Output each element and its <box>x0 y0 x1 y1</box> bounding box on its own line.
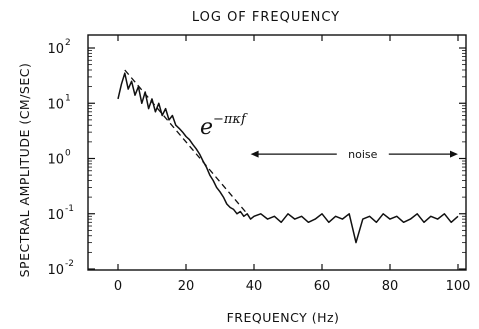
equation-base: e <box>200 115 213 140</box>
y-axis-label: SPECTRAL AMPLITUDE (CM/SEC) <box>17 63 32 278</box>
y-tick-label: 10 <box>47 153 64 168</box>
y-tick-exponent: 1 <box>65 93 71 103</box>
y-tick-label: 10 <box>47 263 64 278</box>
noise-arrowhead-right <box>450 150 458 158</box>
y-tick-label: 10 <box>47 97 64 112</box>
y-tick-label: 10 <box>47 42 64 57</box>
x-tick-label: 80 <box>382 279 399 294</box>
plot-frame <box>87 34 467 271</box>
x-tick-label: 0 <box>114 279 122 294</box>
spectrum-series <box>117 72 459 244</box>
trend-line-series <box>124 69 248 215</box>
equation-exponent: −πκf <box>213 112 248 127</box>
y-tick-exponent: 2 <box>65 38 71 48</box>
y-tick-exponent: 0 <box>65 149 71 159</box>
x-axis-label: FREQUENCY (Hz) <box>227 310 340 325</box>
noise-arrowhead-left <box>250 150 259 158</box>
annotation-layer: noise e −πκf <box>200 112 458 161</box>
chart-title: LOG OF FREQUENCY <box>192 10 340 25</box>
x-tick-label: 100 <box>446 279 471 294</box>
y-tick-label: 10 <box>47 208 64 223</box>
x-tick-label: 40 <box>246 279 263 294</box>
noise-label: noise <box>348 148 377 161</box>
y-tick-exponent: -1 <box>65 204 74 214</box>
data-layer <box>117 69 459 244</box>
x-tick-label: 60 <box>314 279 331 294</box>
y-tick-exponent: -2 <box>65 259 74 269</box>
x-tick-label: 20 <box>178 279 195 294</box>
